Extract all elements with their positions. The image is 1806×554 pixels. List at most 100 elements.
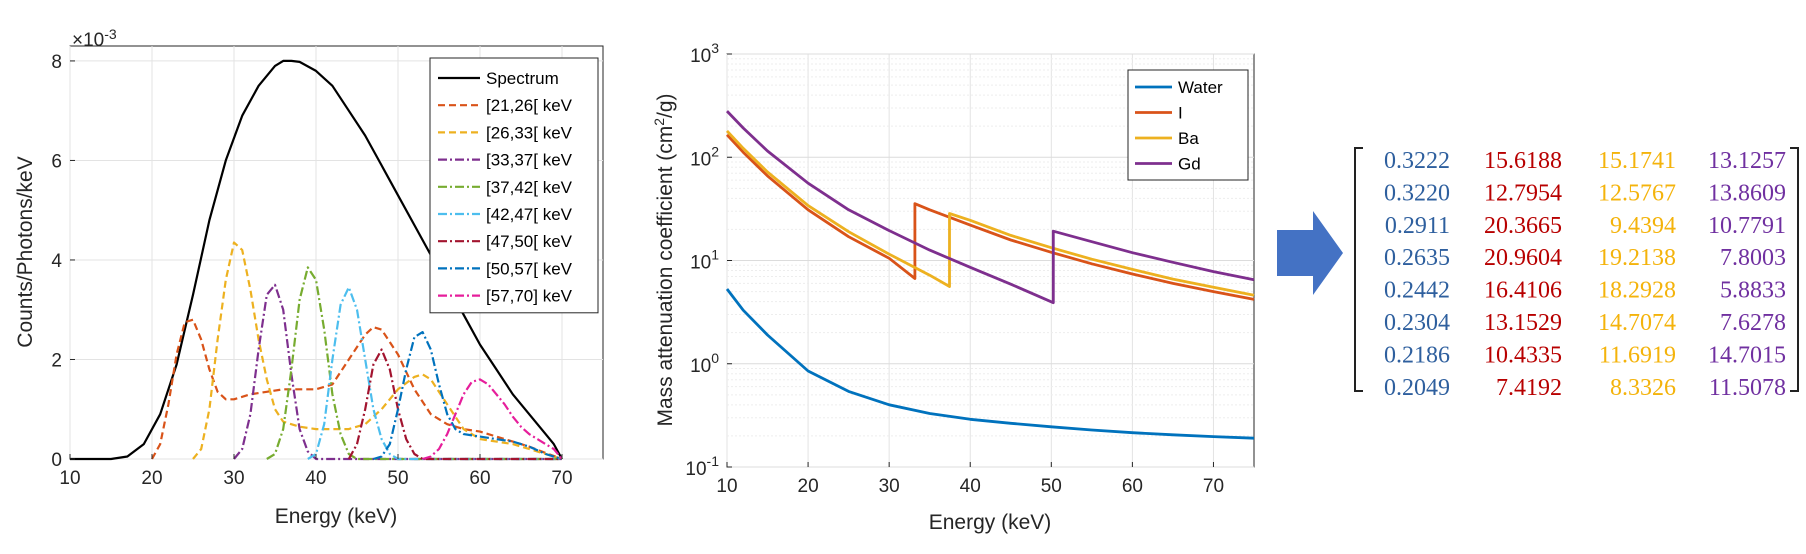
matrix-cell: 18.2928 <box>1598 278 1676 304</box>
matrix-cell: 0.2442 <box>1384 278 1450 304</box>
right-arrow-icon <box>1277 211 1343 295</box>
matrix-cell: 13.8609 <box>1708 180 1786 206</box>
y-tick-label: 4 <box>51 251 62 272</box>
x-tick-label: 20 <box>798 476 819 497</box>
matrix-cell: 20.3665 <box>1484 213 1562 239</box>
legend-label: [21,26[ keV <box>486 96 573 115</box>
attenuation-series <box>725 110 1255 440</box>
matrix-cell: 19.2138 <box>1598 245 1676 271</box>
matrix-cell: 0.2186 <box>1384 342 1450 368</box>
matrix-cell: 5.8833 <box>1720 278 1786 304</box>
legend-label: [33,37[ keV <box>486 151 573 170</box>
series-line <box>233 283 562 461</box>
series-line <box>347 348 562 461</box>
matrix-cell: 0.3222 <box>1384 148 1450 174</box>
spectrum-y-label: Counts/Photons/keV <box>14 156 37 347</box>
series-line <box>373 331 563 461</box>
legend-box <box>429 57 599 314</box>
matrix-cell: 15.1741 <box>1598 148 1676 174</box>
legend-label: [37,42[ keV <box>486 178 573 197</box>
attenuation-ticks: 10 20 30 40 50 60 70 10-1 100 101 102 103 <box>685 40 1224 497</box>
matrix-cell: 12.5767 <box>1598 180 1676 206</box>
y-tick-label: 101 <box>690 247 719 274</box>
series-line <box>422 378 563 461</box>
y-tick-label: 100 <box>690 350 719 377</box>
spectrum-series <box>70 59 563 461</box>
x-tick-label: 30 <box>223 468 244 489</box>
matrix-cell: 14.7015 <box>1708 342 1786 368</box>
legend-label: Ba <box>1178 129 1199 148</box>
y-tick-label: 8 <box>51 52 62 73</box>
matrix-cell: 14.7074 <box>1598 310 1676 336</box>
matrix-cell: 20.9604 <box>1484 245 1562 271</box>
legend-label: I <box>1178 104 1183 123</box>
matrix-cell: 0.2635 <box>1384 245 1450 271</box>
series-line <box>307 286 562 461</box>
right-bracket <box>1790 147 1799 392</box>
spectrum-grid <box>69 46 603 460</box>
y-tick-label: 6 <box>51 151 62 172</box>
x-tick-label: 30 <box>879 476 900 497</box>
matrix-cell: 7.6278 <box>1720 310 1786 336</box>
legend-label: Gd <box>1178 155 1201 174</box>
matrix-cell: 0.2049 <box>1384 375 1450 401</box>
x-tick-label: 40 <box>960 476 981 497</box>
value-matrix: 0.3222 15.6188 15.1741 13.1257 0.3220 12.7954… <box>1354 147 1799 401</box>
y-tick-label: 102 <box>690 143 719 170</box>
series-line <box>266 266 562 461</box>
series-line <box>725 133 1255 301</box>
attenuation-legend: Water I Ba Gd <box>1127 69 1249 181</box>
x-tick-label: 70 <box>1203 476 1224 497</box>
matrix-cell: 0.2911 <box>1385 213 1450 239</box>
x-tick-label: 60 <box>469 468 490 489</box>
legend-label: [47,50[ keV <box>486 232 573 251</box>
series-line <box>151 318 563 461</box>
matrix-cell: 16.4106 <box>1484 278 1562 304</box>
spectrum-x-label: Energy (keV) <box>275 505 398 528</box>
matrix-cell: 0.2304 <box>1384 310 1450 336</box>
matrix-cell: 0.3220 <box>1384 180 1450 206</box>
matrix-cell: 12.7954 <box>1484 180 1562 206</box>
matrix-cell: 13.1257 <box>1708 148 1786 174</box>
spectrum-chart: 10 20 30 40 50 60 70 0 2 4 6 8 ×10-3 Energy (keV) C… <box>14 26 604 528</box>
spectrum-legend: Spectrum [21,26[ keV [26,33[ keV [33,37[ ke… <box>429 57 599 314</box>
spectrum-y-exponent: ×10-3 <box>72 26 117 51</box>
x-tick-label: 10 <box>59 468 80 489</box>
legend-label: [50,57[ keV <box>486 259 573 278</box>
legend-label: Water <box>1178 78 1223 97</box>
y-tick-label: 103 <box>690 40 719 67</box>
x-tick-label: 50 <box>387 468 408 489</box>
x-tick-label: 70 <box>551 468 572 489</box>
spectrum-ticks: 10 20 30 40 50 60 70 0 2 4 6 8 <box>51 52 572 489</box>
series-line <box>725 129 1255 297</box>
matrix-cell: 13.1529 <box>1484 310 1562 336</box>
series-line <box>192 241 563 461</box>
y-tick-label: 10-1 <box>685 453 719 480</box>
attenuation-grid <box>726 53 1254 468</box>
attenuation-chart: 10 20 30 40 50 60 70 10-1 100 101 102 103 Energy (k… <box>651 40 1255 534</box>
legend-label: [26,33[ keV <box>486 123 573 142</box>
series-line <box>725 288 1255 440</box>
matrix-cells: 0.3222 15.6188 15.1741 13.1257 0.3220 12.7954… <box>1384 148 1786 401</box>
x-tick-label: 20 <box>141 468 162 489</box>
legend-label: [57,70] keV <box>486 287 573 306</box>
matrix-cell: 15.6188 <box>1484 148 1562 174</box>
left-bracket <box>1354 147 1363 392</box>
series-line <box>725 110 1255 305</box>
matrix-cell: 11.5078 <box>1709 375 1786 401</box>
matrix-cell: 10.4335 <box>1484 342 1562 368</box>
series-line <box>70 59 563 461</box>
y-tick-label: 2 <box>51 350 62 371</box>
x-tick-label: 10 <box>716 476 737 497</box>
legend-label: [42,47[ keV <box>486 205 573 224</box>
y-tick-label: 0 <box>51 450 62 471</box>
attenuation-y-label: Mass attenuation coefficient (cm2/g) <box>651 93 677 426</box>
matrix-cell: 7.8003 <box>1720 245 1786 271</box>
legend-label: Spectrum <box>486 69 559 88</box>
matrix-cell: 7.4192 <box>1496 375 1562 401</box>
attenuation-x-label: Energy (keV) <box>929 511 1052 534</box>
x-tick-label: 50 <box>1041 476 1062 497</box>
x-tick-label: 40 <box>305 468 326 489</box>
x-tick-label: 60 <box>1122 476 1143 497</box>
